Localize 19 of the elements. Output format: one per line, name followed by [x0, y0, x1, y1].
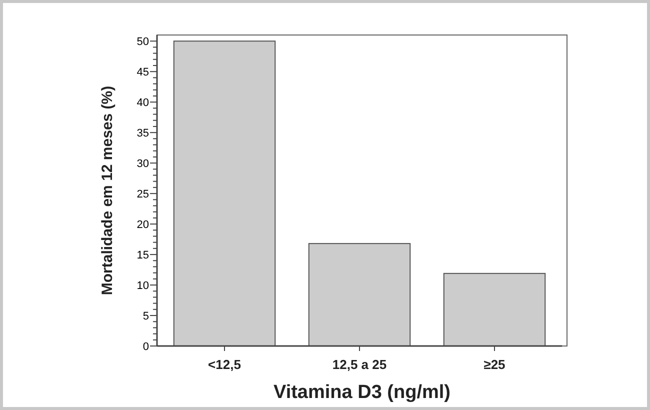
y-tick-label: 10: [136, 280, 149, 292]
y-tick-label: 0: [142, 340, 149, 353]
y-tick-label: 20: [136, 218, 149, 231]
x-tick-label: 12,5 a 25: [332, 357, 387, 372]
bar: [308, 243, 411, 346]
x-tick-label: <12,5: [208, 357, 241, 372]
y-tick-label: 25: [136, 188, 149, 200]
y-tick-label: 40: [136, 96, 149, 109]
y-tick-label: 45: [136, 66, 149, 78]
y-tick-label: 5: [142, 310, 149, 322]
y-axis-title: Mortalidade em 12 meses (%): [99, 86, 116, 296]
bar: [443, 272, 546, 346]
x-tick-label: ≥25: [484, 357, 506, 372]
y-tick-label: 50: [136, 36, 149, 48]
y-tick-label: 35: [136, 127, 149, 140]
y-tick-label: 15: [136, 249, 149, 262]
bar: [173, 40, 276, 346]
x-axis-title: Vitamina D3 (ng/ml): [273, 382, 451, 403]
y-tick-label: 30: [136, 158, 149, 170]
